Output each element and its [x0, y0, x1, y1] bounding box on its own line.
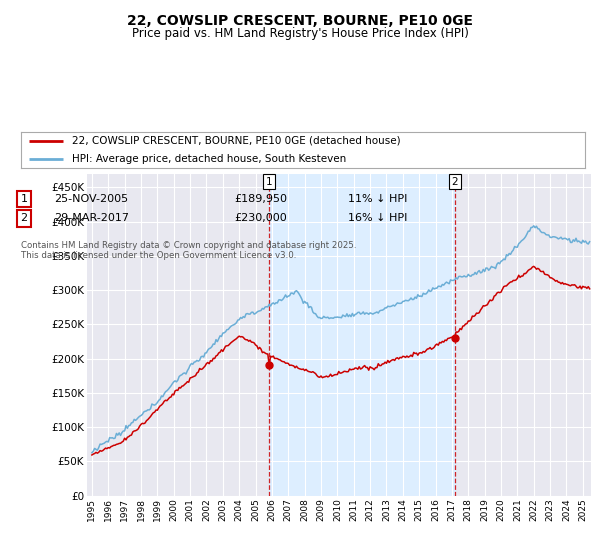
Text: 2: 2: [20, 213, 28, 223]
Text: 11% ↓ HPI: 11% ↓ HPI: [348, 194, 407, 204]
Text: £230,000: £230,000: [234, 213, 287, 223]
Text: Contains HM Land Registry data © Crown copyright and database right 2025.
This d: Contains HM Land Registry data © Crown c…: [21, 241, 356, 260]
Text: 25-NOV-2005: 25-NOV-2005: [54, 194, 128, 204]
Text: Price paid vs. HM Land Registry's House Price Index (HPI): Price paid vs. HM Land Registry's House …: [131, 27, 469, 40]
Text: 1: 1: [266, 177, 272, 187]
Bar: [269, 174, 455, 496]
Text: HPI: Average price, detached house, South Kesteven: HPI: Average price, detached house, Sout…: [72, 154, 346, 164]
Text: 22, COWSLIP CRESCENT, BOURNE, PE10 0GE (detached house): 22, COWSLIP CRESCENT, BOURNE, PE10 0GE (…: [72, 136, 400, 146]
Text: 22, COWSLIP CRESCENT, BOURNE, PE10 0GE: 22, COWSLIP CRESCENT, BOURNE, PE10 0GE: [127, 14, 473, 28]
Text: 2: 2: [451, 177, 458, 187]
Text: 16% ↓ HPI: 16% ↓ HPI: [348, 213, 407, 223]
Text: 1: 1: [20, 194, 28, 204]
Text: 29-MAR-2017: 29-MAR-2017: [54, 213, 129, 223]
Text: £189,950: £189,950: [234, 194, 287, 204]
